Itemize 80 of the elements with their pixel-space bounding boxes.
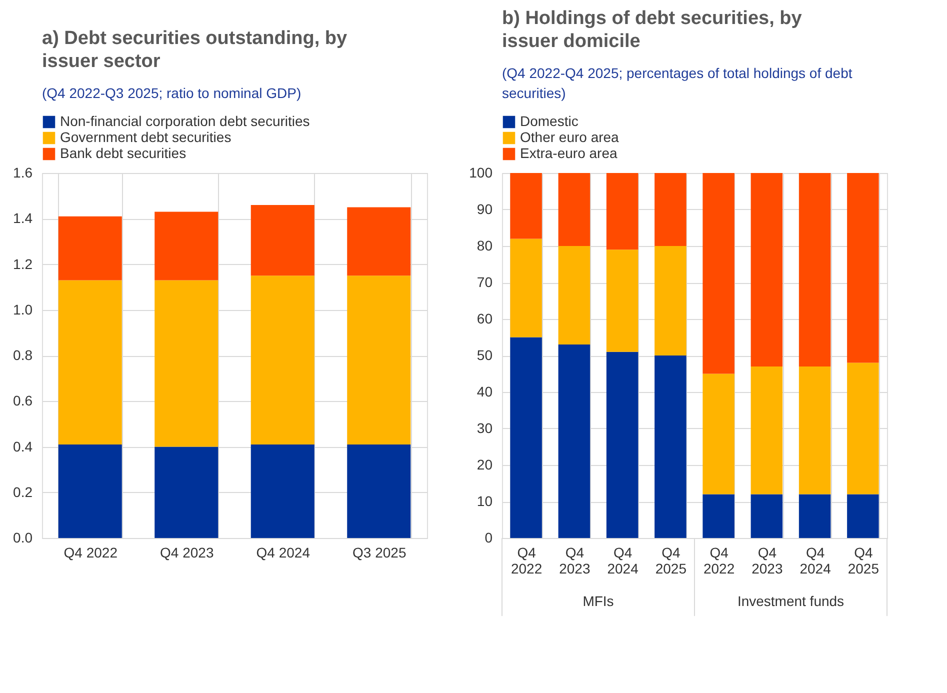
y-tick-label: 60 (476, 310, 493, 326)
x-tick-label: Q4 2022 (510, 544, 542, 576)
x-tick-label: Q4 2023 (752, 544, 783, 576)
bar (750, 366, 783, 494)
legend-label: Non-financial corporation debt securities (60, 113, 310, 129)
chart-subtitle: (Q4 2022-Q4 2025; percentages of total holdings of debt securities) (502, 65, 852, 101)
legend-label: Extra-euro area (520, 145, 618, 161)
bar (510, 337, 542, 538)
x-tick-label: Q4 2023 (160, 544, 214, 560)
bar (250, 204, 314, 276)
x-tick-label: Q4 2025 (655, 544, 687, 576)
y-tick-label: 1.4 (13, 210, 33, 226)
x-tick-label: Q4 2023 (559, 544, 590, 576)
bar (847, 173, 879, 363)
y-tick-label: 0.0 (13, 530, 33, 546)
x-tick-label: Q4 2024 (256, 544, 310, 560)
y-tick-label: 70 (476, 274, 493, 290)
y-tick-label: 0.6 (13, 392, 33, 409)
bar (847, 494, 879, 538)
bar (558, 246, 590, 345)
bar (750, 173, 783, 366)
bar (798, 366, 831, 494)
bar (58, 280, 122, 444)
chart-title: b) Holdings of debt securities, by issuer domicile (502, 8, 802, 52)
bar (702, 374, 734, 494)
chart-subtitle: (Q4 2022-Q3 2025; ratio to nominal GDP) (42, 85, 302, 101)
bar (702, 494, 734, 538)
bar (250, 276, 314, 444)
bar (847, 362, 879, 494)
y-tick-label: 0.2 (13, 484, 33, 500)
x-tick-label: Q4 2024 (607, 544, 639, 576)
chart-title: a) Debt securities outstanding, by issuer sector (42, 28, 348, 72)
bar (510, 173, 542, 239)
bar (510, 238, 542, 338)
y-tick-label: 40 (476, 384, 493, 400)
bar (654, 246, 686, 356)
x-tick-label: Q4 2024 (800, 544, 832, 576)
y-tick-label: 100 (469, 164, 493, 180)
x-tick-label: Q4 2022 (703, 544, 735, 576)
y-tick-label: 1.0 (13, 301, 33, 318)
bar (606, 173, 638, 250)
text: MFIs (582, 593, 614, 609)
bar (154, 212, 218, 280)
bar (702, 173, 734, 374)
legend-label: Bank debt securities (60, 145, 186, 161)
bar (154, 446, 218, 538)
y-tick-label: 0.8 (13, 347, 33, 363)
y-tick-label: 90 (476, 201, 493, 217)
bar (250, 444, 314, 538)
x-tick-label: Q3 2025 (352, 544, 406, 560)
legend-label: Government debt securities (60, 129, 232, 145)
bar (347, 207, 411, 276)
y-tick-label: 50 (476, 347, 493, 363)
y-tick-label: 0.4 (13, 438, 33, 454)
bar (58, 444, 122, 538)
y-tick-label: 1.2 (13, 256, 33, 272)
x-tick-label: Q4 2025 (848, 544, 880, 576)
y-tick-label: 1.6 (13, 164, 33, 180)
bar (798, 494, 831, 538)
y-tick-label: 0 (484, 530, 493, 546)
bar (558, 344, 590, 538)
y-tick-label: 10 (476, 493, 493, 509)
bar (347, 276, 411, 444)
x-tick-label: Q4 2022 (64, 544, 118, 560)
bar (654, 356, 686, 538)
bar (154, 280, 218, 447)
bar (606, 352, 638, 538)
y-tick-label: 30 (476, 420, 493, 436)
y-tick-label: 20 (476, 456, 493, 472)
bar (654, 173, 686, 246)
bar (347, 444, 411, 538)
bar (750, 494, 783, 538)
bar (558, 173, 590, 246)
y-tick-label: 80 (476, 238, 493, 254)
legend-label: Other euro area (520, 129, 620, 145)
bar (606, 250, 638, 352)
legend-label: Domestic (520, 113, 578, 129)
bar (58, 216, 122, 280)
bar (798, 173, 831, 366)
text: Investment funds (737, 593, 844, 609)
